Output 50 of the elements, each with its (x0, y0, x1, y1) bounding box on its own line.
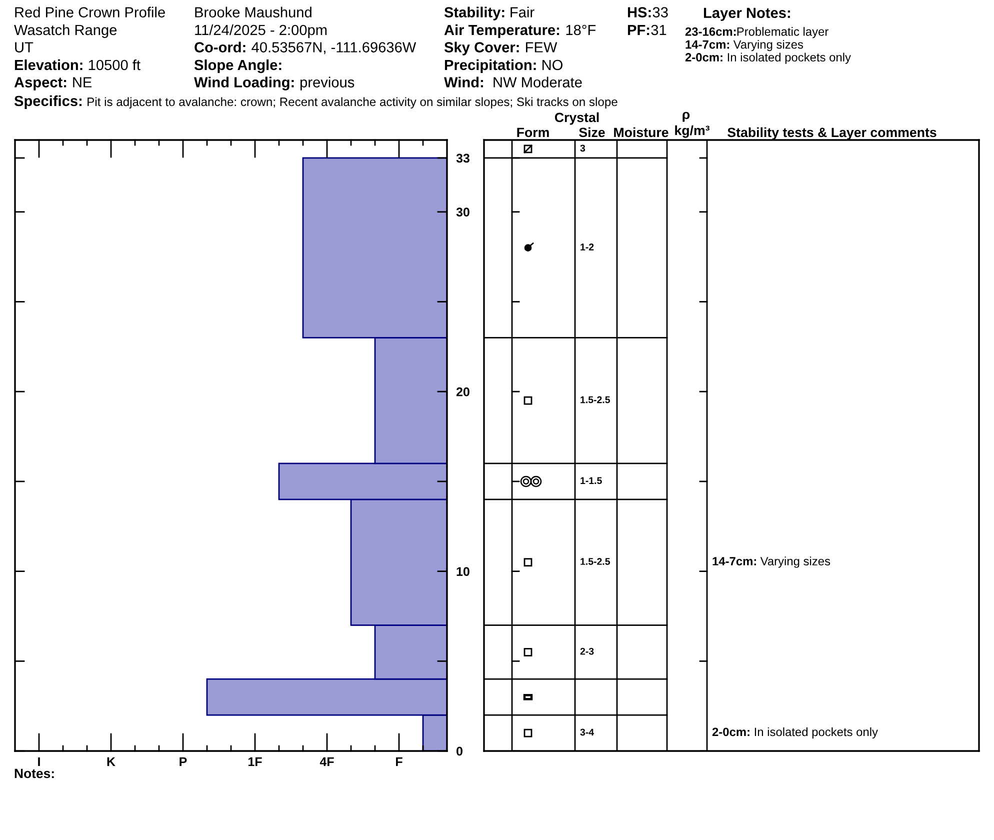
text: 1-2 (580, 244, 594, 250)
text: 1.5-2.5 (580, 396, 610, 404)
text: 2-0cm: In isolated pockets only (712, 727, 878, 739)
text: 23-16cm:Problematic layer (685, 27, 828, 38)
category-label: Stability tests & Layer comments (728, 127, 936, 140)
text: P (180, 757, 187, 766)
text: 14-7cm: Varying sizes (712, 556, 830, 568)
text: UT (15, 42, 34, 52)
text: Brooke Maushund (195, 6, 312, 18)
text: 14-7cm: Varying sizes (686, 40, 804, 52)
text: Layer Notes: (704, 8, 790, 21)
text: K (107, 757, 116, 766)
text: 4F (320, 757, 334, 766)
text: HS:33 (628, 7, 668, 18)
text: Wind Loading: previous (194, 76, 354, 90)
text: Slope Angle: (194, 59, 282, 74)
category-label: Moisture (614, 127, 668, 138)
text: Red Pine Crown Profile (15, 6, 165, 18)
text: Sky Cover: FEW (444, 42, 558, 56)
y-tick-label: 20 (456, 387, 470, 396)
text: Crystal (554, 112, 599, 125)
text: 3-4 (580, 728, 594, 736)
text: 1F (248, 757, 262, 766)
text: Air Temperature: 18°F (444, 24, 596, 38)
text: Stability: Fair (444, 6, 534, 20)
y-tick-label: 33 (456, 154, 470, 163)
text: 2-0cm: In isolated pockets only (685, 52, 851, 64)
text: 1.5-2.5 (580, 558, 610, 565)
y-tick-label: 0 (456, 746, 462, 756)
text: 1-1.5 (580, 477, 602, 484)
text: F (396, 757, 402, 766)
text: PF:31 (628, 24, 666, 36)
category-label: Size (579, 127, 605, 138)
y-tick-label: 30 (456, 208, 470, 217)
category-label: Form (517, 128, 549, 138)
text: Elevation: 10500 ft (14, 59, 140, 70)
text: 3 (580, 144, 586, 152)
text: Co-ord: 40.53567N, -111.69636W (194, 42, 416, 54)
text: ρ (682, 112, 690, 122)
text: Wasatch Range (14, 24, 117, 38)
y-tick-label: 10 (456, 567, 470, 576)
text: I (38, 757, 40, 766)
text: Aspect: NE (14, 77, 92, 90)
text: Notes: (14, 768, 54, 778)
text: 11/24/2025 - 2:00pm (195, 24, 327, 38)
text: Precipitation: NO (444, 59, 562, 74)
category-label: kg/m³ (675, 125, 710, 138)
text: Wind: NW Moderate (444, 76, 582, 88)
text: 2-3 (580, 648, 594, 655)
text: Specifics: Pit is adjacent to avalanche: crown; Recent avalanche activity on similar slopes; Ski tracks on slope (14, 95, 618, 110)
